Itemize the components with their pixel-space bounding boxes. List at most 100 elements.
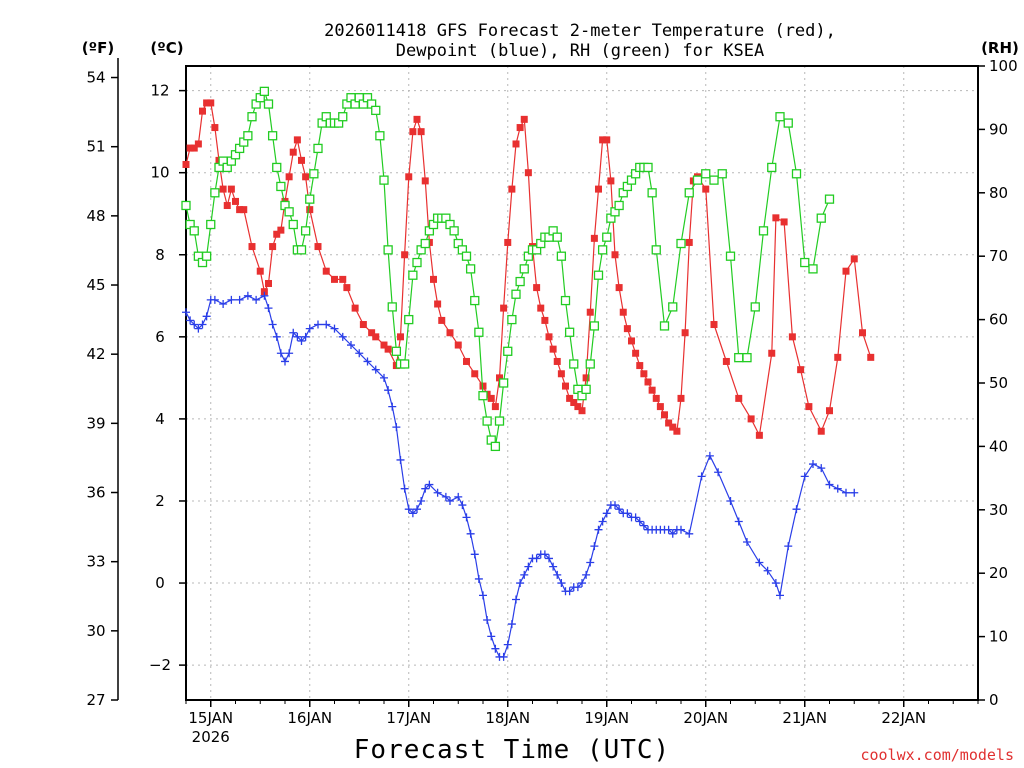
credit-text: coolwx.com/models [860, 746, 1014, 764]
data-point [867, 353, 875, 361]
data-point [520, 115, 528, 123]
data-point [273, 230, 281, 238]
celsius-tick-label: −2 [149, 656, 171, 674]
data-point [190, 320, 199, 329]
data-point [343, 284, 351, 292]
data-point [776, 591, 784, 600]
data-point [203, 99, 211, 107]
data-point [611, 251, 619, 259]
data-point [487, 394, 495, 402]
axes: −2 0 2 4 6 8 10 12 27 30 33 36 39 42 45 48 51 54 0 10 20 30 40… [86, 57, 1017, 746]
data-point [210, 188, 220, 198]
data-point [276, 181, 286, 192]
data-point [668, 529, 677, 538]
x-tick-label: 15JAN [188, 709, 233, 727]
data-point [182, 308, 190, 317]
data-point [615, 505, 624, 514]
data-point [478, 391, 488, 401]
data-point [293, 332, 302, 341]
data-point [628, 337, 635, 345]
data-point [331, 275, 338, 283]
data-point [383, 245, 393, 255]
data-point [372, 333, 380, 341]
data-point [747, 415, 755, 423]
rh-tick-label: 80 [989, 184, 1008, 202]
fahrenheit-tick-label: 33 [86, 553, 105, 571]
data-point [300, 226, 311, 236]
rh-tick-label: 90 [989, 120, 1008, 138]
data-point [582, 374, 590, 382]
data-point [186, 316, 195, 325]
data-point [515, 276, 525, 287]
fahrenheit-tick-label: 45 [86, 276, 105, 294]
data-point [207, 99, 215, 107]
data-point [566, 394, 574, 402]
data-point [413, 115, 421, 123]
data-point [263, 99, 274, 109]
data-point [755, 558, 764, 567]
data-point [388, 402, 397, 411]
data-point [454, 341, 462, 349]
data-point [433, 488, 442, 497]
data-point [466, 529, 475, 538]
data-point [190, 144, 198, 152]
data-point [182, 160, 190, 168]
series-line [185, 294, 855, 658]
data-point [573, 583, 582, 592]
data-point [232, 197, 239, 205]
data-point [775, 112, 785, 122]
data-point [783, 118, 793, 128]
data-point [767, 162, 777, 173]
data-point [363, 357, 372, 366]
data-point [669, 423, 677, 431]
data-point [202, 312, 211, 321]
data-point [347, 341, 355, 350]
rh-tick-label: 70 [989, 247, 1008, 265]
data-point [676, 238, 686, 249]
data-point [219, 185, 227, 193]
data-point [417, 128, 425, 136]
x-tick-label: 18JAN [485, 709, 530, 727]
data-point [219, 300, 228, 309]
data-point [541, 316, 549, 324]
data-point [705, 451, 714, 460]
fahrenheit-tick-label: 30 [86, 622, 105, 640]
fahrenheit-unit-label: (ºF) [82, 39, 114, 57]
data-point [556, 251, 567, 261]
data-point [420, 238, 430, 249]
data-point [578, 407, 586, 415]
data-point [289, 328, 298, 337]
data-point [421, 177, 429, 185]
data-point [339, 275, 347, 283]
data-point [265, 279, 272, 287]
data-point [643, 162, 653, 173]
data-point [805, 403, 813, 411]
data-point [702, 185, 710, 193]
celsius-tick-label: 0 [155, 574, 165, 592]
fahrenheit-tick-label: 27 [86, 691, 105, 709]
data-point [446, 329, 454, 337]
data-point [755, 431, 763, 439]
data-point [211, 124, 219, 132]
data-point [780, 218, 788, 226]
data-point [454, 492, 463, 501]
data-point [659, 321, 670, 331]
data-point [248, 243, 256, 251]
data-point [508, 185, 516, 193]
data-point [243, 131, 253, 141]
data-point [496, 374, 503, 382]
data-point [552, 232, 562, 242]
data-point [507, 314, 517, 325]
data-point [227, 185, 235, 193]
data-point [301, 332, 310, 341]
data-point [758, 226, 769, 236]
data-point [267, 131, 278, 141]
data-point [503, 640, 512, 649]
data-point [391, 346, 402, 356]
data-point [574, 403, 582, 411]
data-point [503, 346, 513, 356]
data-point [387, 302, 397, 312]
data-point [743, 538, 751, 547]
data-point [194, 140, 202, 148]
data-point [560, 295, 571, 306]
